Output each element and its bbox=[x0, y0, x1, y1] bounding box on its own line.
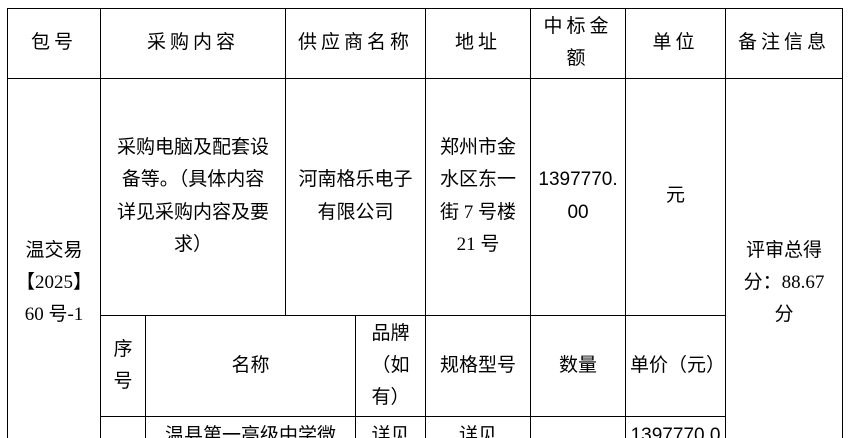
award-data-row: 温交易 【2025】 60 号-1 采购电脑及配套设 备等。（具体内容 详见采购… bbox=[7, 77, 844, 438]
item-unit-price: 1397770.0 0 bbox=[625, 416, 727, 438]
header-award-amount: 中标金额 bbox=[530, 8, 627, 79]
cell-unit: 元 bbox=[625, 77, 727, 316]
items-header-name: 名称 bbox=[144, 314, 357, 418]
items-header-seq: 序 号 bbox=[100, 314, 146, 418]
item-seq: 1 bbox=[100, 416, 146, 438]
items-header-spec: 规格型号 bbox=[425, 314, 532, 418]
award-result-table: 包号 采购内容 供应商名称 地址 中标金额 单位 备注信息 温交易 【2025】… bbox=[7, 8, 844, 438]
header-unit: 单位 bbox=[625, 8, 727, 79]
table-header-row: 包号 采购内容 供应商名称 地址 中标金额 单位 备注信息 bbox=[7, 8, 844, 79]
items-header-qty: 数量 bbox=[530, 314, 627, 418]
item-row: 1 温县第一高级中学微 机教室设备采购项目 详见 附件 详见 附件 1 1397… bbox=[8, 416, 843, 438]
cell-remark: 评审总得 分：88.67 分 bbox=[725, 77, 844, 438]
item-name: 温县第一高级中学微 机教室设备采购项目 bbox=[144, 416, 357, 438]
header-package-no: 包号 bbox=[7, 8, 101, 79]
cell-award-amount: 1397770. 00 bbox=[530, 77, 627, 316]
items-header-unit-price: 单价（元） bbox=[625, 314, 727, 418]
cell-package-no: 温交易 【2025】 60 号-1 bbox=[7, 77, 101, 438]
item-brand: 详见 附件 bbox=[355, 416, 427, 438]
cell-supplier-name: 河南格乐电子 有限公司 bbox=[285, 77, 427, 316]
item-spec: 详见 附件 bbox=[425, 416, 532, 438]
cell-procurement-content: 采购电脑及配套设 备等。（具体内容 详见采购内容及要 求） bbox=[99, 77, 287, 316]
header-supplier-name: 供应商名称 bbox=[285, 8, 427, 79]
items-header-brand: 品牌 （如 有） bbox=[355, 314, 427, 418]
header-remark-info: 备注信息 bbox=[725, 8, 844, 79]
header-address: 地址 bbox=[425, 8, 532, 79]
item-qty: 1 bbox=[530, 416, 627, 438]
cell-address: 郑州市金 水区东一 街 7 号楼 21 号 bbox=[425, 77, 532, 316]
items-header-row: 序 号 名称 品牌 （如 有） 规格型号 数量 单价（元） bbox=[8, 314, 843, 418]
header-procurement-content: 采购内容 bbox=[99, 8, 287, 79]
